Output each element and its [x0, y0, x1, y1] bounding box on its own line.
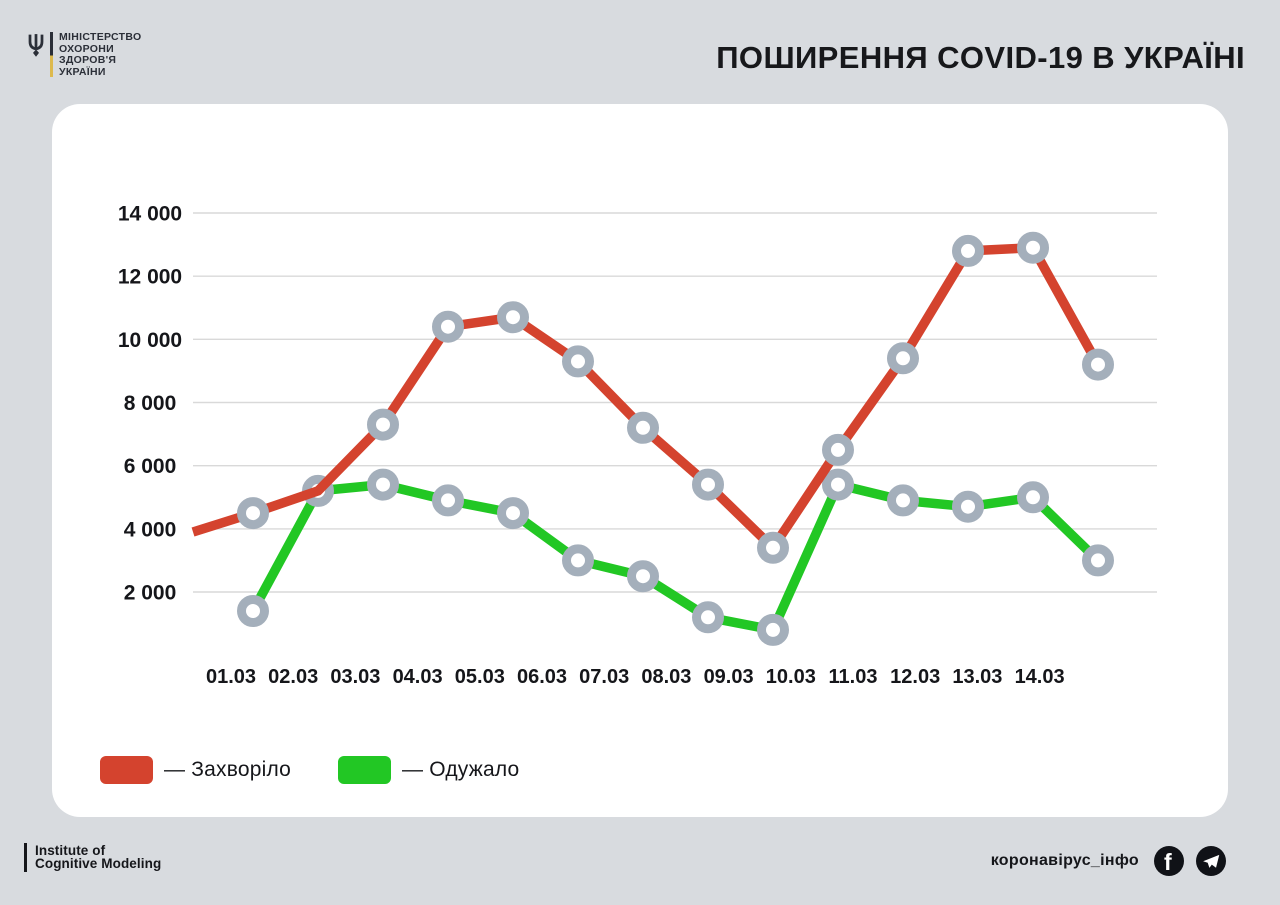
x-axis-tick-label: 06.03: [517, 666, 567, 688]
legend-label-infected: — Захворіло: [164, 758, 292, 781]
facebook-icon[interactable]: f: [1154, 846, 1184, 876]
ministry-logo: МІНІСТЕРСТВО ОХОРОНИ ЗДОРОВ'Я УКРАЇНИ: [27, 30, 141, 78]
y-axis-tick-label: 4 000: [124, 518, 177, 541]
recovered-data-point: [757, 613, 789, 646]
infected-data-point: [692, 468, 724, 501]
recovered-data-point: [237, 595, 269, 627]
ministry-name-line: МІНІСТЕРСТВО: [59, 31, 142, 43]
recovered-data-point: [822, 468, 854, 501]
icm-credit: Institute of Cognitive Modeling: [24, 843, 161, 872]
ministry-name-line: ОХОРОНИ: [59, 42, 114, 55]
y-axis-tick-label: 6 000: [124, 455, 177, 478]
x-axis-tick-label: 12.03: [890, 666, 940, 688]
legend-item-infected: — Захворіло: [100, 756, 291, 784]
social-handle: коронавірус_інфо: [990, 852, 1139, 869]
infected-data-point: [1082, 348, 1114, 381]
y-axis-tick-label: 2 000: [124, 582, 177, 605]
credit-line: Cognitive Modeling: [35, 856, 162, 871]
x-axis-tick-label: 11.03: [829, 666, 878, 688]
infected-data-point: [627, 411, 659, 444]
chart-card: 14 000 12 000 10 000 8 000 6 000 4 000 2 000 01…: [52, 104, 1228, 817]
recovered-swatch: [338, 756, 392, 784]
infected-data-point: [887, 342, 919, 375]
infected-data-point: [1017, 231, 1049, 264]
x-axis-tick-label: 14.03: [1015, 666, 1065, 688]
recovered-data-point: [367, 468, 399, 501]
recovered-data-point: [562, 544, 594, 577]
x-axis-tick-label: 09.03: [704, 666, 754, 688]
infected-data-point: [757, 531, 789, 564]
x-axis-tick-label: 02.03: [268, 666, 318, 688]
ministry-name-line: УКРАЇНИ: [59, 65, 106, 78]
telegram-icon[interactable]: [1196, 846, 1226, 876]
y-axis-tick-label: 10 000: [118, 329, 182, 352]
x-axis-tick-label: 13.03: [952, 666, 1002, 688]
social-links: коронавірус_інфо f: [991, 846, 1226, 876]
infected-data-point: [367, 408, 399, 441]
recovered-data-point: [1017, 481, 1049, 514]
tryzub-icon: [28, 34, 44, 57]
recovered-data-point: [952, 490, 984, 523]
infected-swatch: [100, 756, 153, 784]
infected-data-point: [497, 301, 529, 334]
x-axis-tick-label: 10.03: [766, 666, 816, 688]
recovered-data-point: [432, 484, 464, 517]
recovered-data-point: [497, 497, 529, 530]
credit-text: Institute of Cognitive Modeling: [35, 843, 161, 872]
recovered-data-point: [627, 560, 659, 593]
ministry-name-line: ЗДОРОВ'Я: [59, 54, 117, 66]
infected-data-point: [237, 497, 269, 530]
logo-divider: [50, 32, 53, 77]
covid-line-chart: 14 000 12 000 10 000 8 000 6 000 4 000 2 000 01…: [118, 203, 1157, 688]
chart-legend: — Захворіло — Одужало: [100, 756, 519, 784]
infected-data-point: [822, 433, 854, 466]
recovered-data-point: [1082, 544, 1114, 577]
y-axis-tick-label: 12 000: [118, 266, 182, 289]
page-title: ПОШИРЕННЯ COVID-19 В УКРАЇНІ: [716, 40, 1245, 75]
recovered-data-point: [692, 601, 724, 634]
x-axis-tick-label: 08.03: [641, 666, 691, 688]
infected-data-point: [952, 234, 984, 267]
recovered-data-point: [887, 484, 919, 517]
credit-line: Institute of: [35, 843, 106, 858]
x-axis-tick-label: 04.03: [393, 666, 443, 688]
x-axis-tick-label: 03.03: [330, 666, 380, 688]
credit-divider: [24, 843, 27, 872]
y-axis-tick-label: 14 000: [118, 203, 182, 226]
x-axis-tick-label: 01.03: [206, 666, 256, 688]
infected-data-point: [562, 345, 594, 378]
legend-item-recovered: — Одужало: [338, 756, 519, 784]
ministry-name: МІНІСТЕРСТВО ОХОРОНИ ЗДОРОВ'Я УКРАЇНИ: [59, 30, 141, 78]
x-axis-tick-label: 07.03: [579, 666, 629, 688]
infected-data-point: [432, 310, 464, 343]
legend-label-recovered: — Одужало: [402, 758, 520, 781]
x-axis-tick-label: 05.03: [455, 666, 505, 688]
y-axis-tick-label: 8 000: [124, 392, 177, 415]
